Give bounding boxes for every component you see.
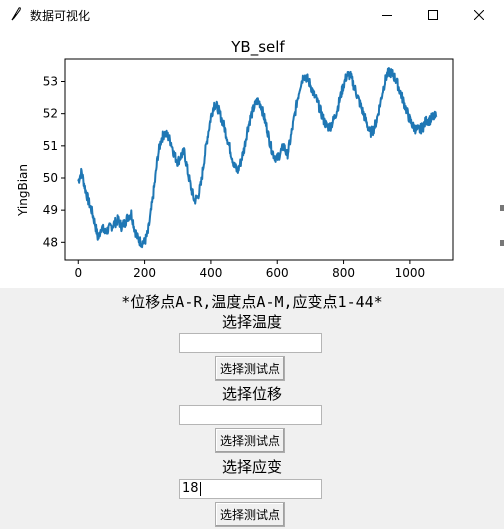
axes-frame: [64, 58, 454, 261]
close-button[interactable]: [456, 0, 502, 29]
points-hint: *位移点A-R,温度点A-M,应变点1-44*: [121, 293, 383, 311]
close-icon: [474, 9, 484, 20]
strain-label: 选择应变: [221, 458, 282, 476]
displacement-label: 选择位移: [221, 385, 282, 403]
maximize-button[interactable]: [410, 0, 456, 29]
line-chart: YB_self YingBian 0 200 400 600 800 1000 48 49 50…: [16, 38, 454, 280]
feather-icon: [11, 7, 21, 21]
x-tick-label: 600: [266, 266, 289, 280]
y-tick-label: 49: [43, 203, 58, 217]
x-tick-label: 400: [199, 266, 222, 280]
title-bar: 数据可视化: [0, 0, 504, 29]
strain-input-value: 18: [182, 481, 199, 496]
y-tick-label: 53: [43, 75, 58, 89]
series-line: [77, 67, 438, 249]
y-tick-label: 52: [43, 107, 58, 121]
select-displacement-point-button[interactable]: 选择测试点: [215, 428, 285, 453]
chart-canvas: YB_self YingBian 0 200 400 600 800 1000 48 49 50…: [0, 29, 504, 288]
x-tick-label: 1000: [395, 266, 426, 280]
window-edge-mark: [500, 240, 504, 246]
x-tick-label: 0: [74, 266, 82, 280]
y-tick-label: 51: [43, 139, 58, 153]
x-tick-label: 200: [133, 266, 156, 280]
window-title: 数据可视化: [30, 9, 91, 23]
temperature-input[interactable]: [179, 333, 322, 353]
y-axis-label: YingBian: [16, 164, 30, 217]
select-temperature-point-button[interactable]: 选择测试点: [215, 356, 285, 381]
x-tick-label: 800: [332, 266, 355, 280]
text-caret: [199, 481, 201, 496]
window-edge-mark: [500, 205, 504, 211]
minimize-icon: [382, 14, 392, 16]
y-tick-label: 48: [43, 235, 58, 249]
minimize-button[interactable]: [364, 0, 410, 29]
maximize-icon: [428, 9, 438, 20]
strain-input[interactable]: 18: [179, 479, 322, 499]
chart-title: YB_self: [230, 38, 285, 57]
displacement-input[interactable]: [179, 405, 322, 425]
temperature-label: 选择温度: [221, 313, 282, 331]
y-tick-label: 50: [43, 171, 58, 185]
select-strain-point-button[interactable]: 选择测试点: [215, 502, 285, 527]
